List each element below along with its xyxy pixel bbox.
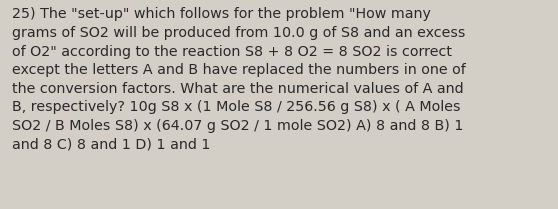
Text: 25) The "set-up" which follows for the problem "How many
grams of SO2 will be pr: 25) The "set-up" which follows for the p… bbox=[12, 7, 466, 152]
